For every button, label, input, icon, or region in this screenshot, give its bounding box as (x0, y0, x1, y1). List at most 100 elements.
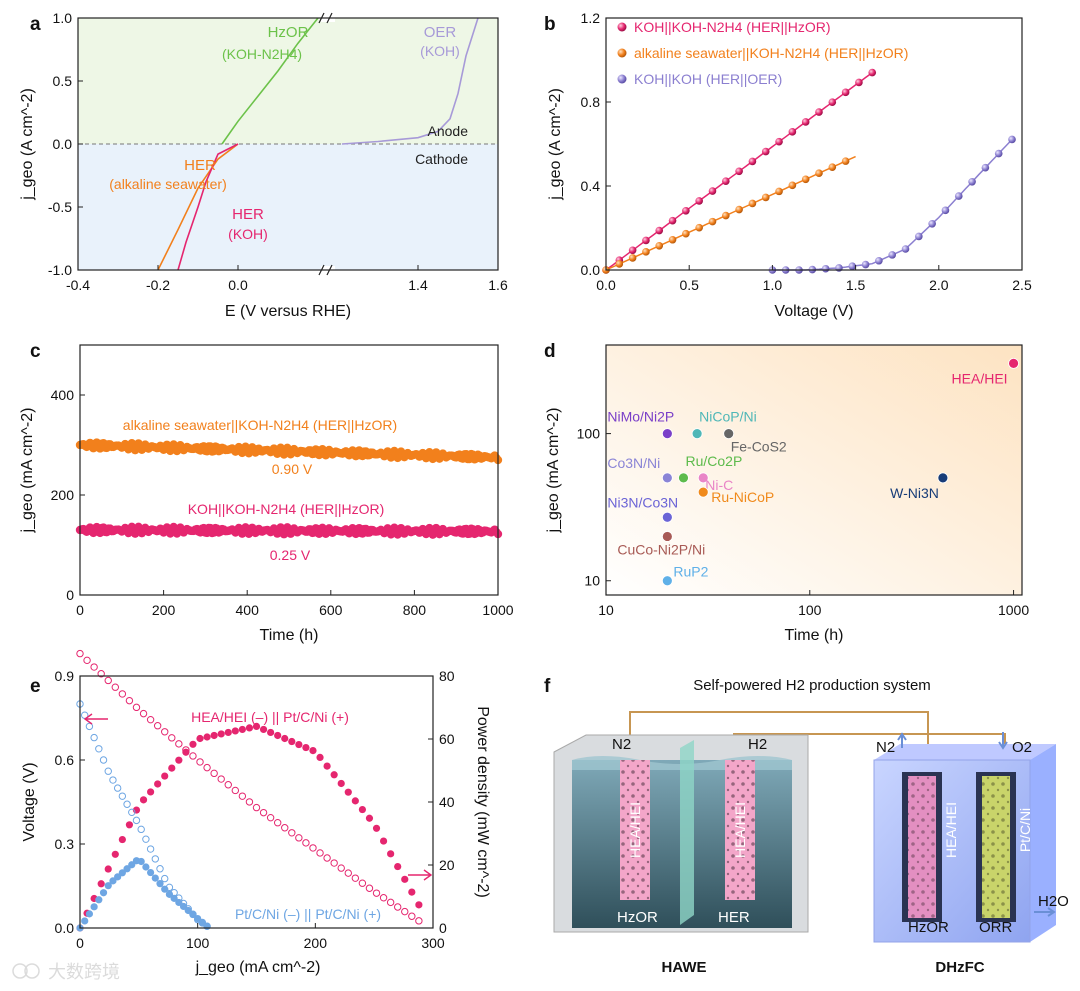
voltage-point (113, 784, 122, 792)
x-axis-tick-label: 1.4 (408, 277, 428, 293)
y-axis-tick-label: 0.8 (581, 94, 601, 110)
point-label: Co3N/Ni (607, 455, 660, 471)
series-label-hea: HEA/HEI (–) || Pt/C/Ni (+) (191, 709, 349, 725)
data-point (723, 428, 735, 439)
panel-letter-b: b (544, 14, 556, 35)
voltage-point (295, 834, 303, 842)
voltage-point (128, 808, 136, 817)
voltage-point (358, 879, 367, 887)
h2-label: H2 (748, 736, 767, 753)
data-point (682, 206, 690, 215)
power-point (203, 922, 211, 930)
dhzfc-cathode-label: Pt/C/Ni (1017, 808, 1033, 852)
data-point (954, 192, 963, 200)
voltage-point (302, 839, 310, 847)
power-point (189, 910, 197, 919)
data-point (655, 226, 664, 235)
x-axis-tick-label: 200 (304, 935, 328, 951)
data-point (615, 260, 624, 268)
x-axis-tick-label: 1.6 (488, 277, 508, 293)
cathode-label: Cathode (415, 151, 468, 167)
x-axis-tick-label: 800 (403, 602, 427, 618)
power-point (415, 901, 423, 909)
voltage-point (309, 844, 317, 852)
power-point (99, 889, 108, 897)
voltage-point (132, 816, 141, 825)
x-axis-title: Time (h) (785, 627, 844, 644)
data-point (708, 187, 717, 195)
voltage-point (146, 845, 155, 853)
y-axis-title: j_geo (mA cm^-2) (19, 408, 36, 534)
power-point (231, 727, 239, 735)
x-axis-tick-label: -0.4 (66, 277, 90, 293)
plot-frame (79, 344, 499, 596)
panel-letters: a b c d e f (30, 14, 556, 697)
y2-axis-tick-label: 20 (439, 857, 455, 873)
voltage-point (118, 792, 127, 800)
orr-label: ORR (979, 919, 1013, 936)
data-point (695, 223, 703, 232)
right-axis-arrow (408, 869, 433, 881)
power-point (104, 882, 112, 890)
x-axis-title: Time (h) (260, 627, 319, 644)
y-axis-tick-label: 0 (66, 587, 74, 603)
power-point (168, 764, 176, 772)
voltage-point (139, 709, 148, 718)
plot-frame (79, 675, 434, 929)
power-point (365, 814, 374, 822)
x-axis-tick-label: 1000 (998, 602, 1029, 618)
power-point (182, 748, 190, 756)
x-axis-tick-label: 100 (186, 935, 210, 951)
power-point (379, 837, 388, 845)
schematic-title: Self-powered H2 production system (693, 677, 931, 694)
series-sublabel-oer: (KOH) (420, 43, 460, 59)
voltage-point (137, 825, 145, 834)
power-point (90, 903, 98, 911)
power-point (274, 731, 282, 740)
data-point (661, 472, 673, 484)
data-point (841, 88, 850, 97)
point-label: HEA/HEI (952, 370, 1008, 386)
x-axis-tick-label: 300 (421, 935, 445, 951)
power-point (142, 863, 150, 871)
voltage-point (90, 663, 98, 671)
voltage-point (231, 786, 240, 795)
power-point (196, 734, 204, 743)
series-label-her-koh: HER (232, 206, 264, 223)
voltage-point (196, 758, 204, 766)
voltage-point (344, 869, 352, 877)
power-point (156, 880, 164, 888)
voltage-point (97, 670, 105, 678)
power-point (151, 874, 159, 882)
data-point (722, 177, 730, 185)
voltage-point (161, 728, 169, 736)
power-point (81, 917, 89, 925)
data-point (748, 199, 757, 208)
electrode-label-1: HEA/HEI (627, 802, 643, 858)
power-point (175, 756, 183, 764)
point-label: W-Ni3N (890, 485, 939, 501)
legend-label: KOH||KOH (HER||OER) (634, 71, 782, 87)
voltage-point (123, 800, 131, 808)
power-point (295, 740, 303, 749)
power-point (123, 865, 131, 873)
data-point (1008, 357, 1019, 369)
series-label-hzor: HzOR (268, 24, 309, 41)
panel-c-chart: 0 200 400 0 200 400 600 800 1000 alkaline seawat… (19, 344, 514, 644)
x-axis-tick-label: 0 (76, 935, 84, 951)
power-point (128, 861, 136, 869)
x-axis-tick-label: 100 (798, 602, 822, 618)
series-label-koh: KOH||KOH-N2H4 (HER||HzOR) (188, 501, 385, 517)
data-point (821, 264, 830, 273)
voltage-point (365, 884, 374, 892)
voltage-point (111, 683, 120, 691)
power-point (95, 896, 103, 904)
legend-marker (617, 22, 627, 32)
data-point (642, 248, 650, 256)
voltage-point (95, 745, 103, 753)
series-label-her-seawater: HER (184, 157, 216, 174)
power-point (210, 731, 218, 740)
hawe-label: HAWE (662, 959, 707, 976)
x-axis-tick-label: 600 (319, 602, 343, 618)
